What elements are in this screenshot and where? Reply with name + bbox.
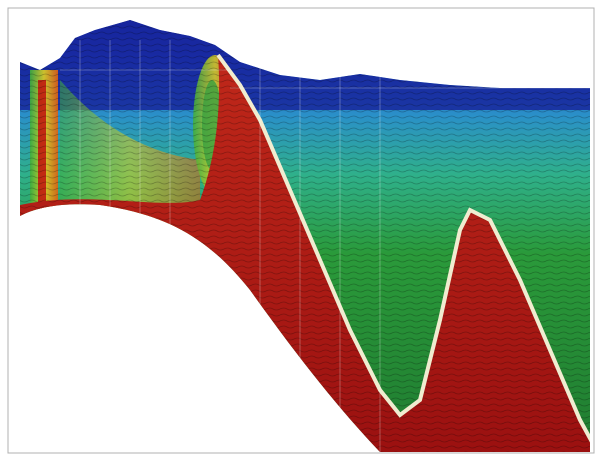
flow-visualization [7,7,595,454]
page [7,7,595,454]
